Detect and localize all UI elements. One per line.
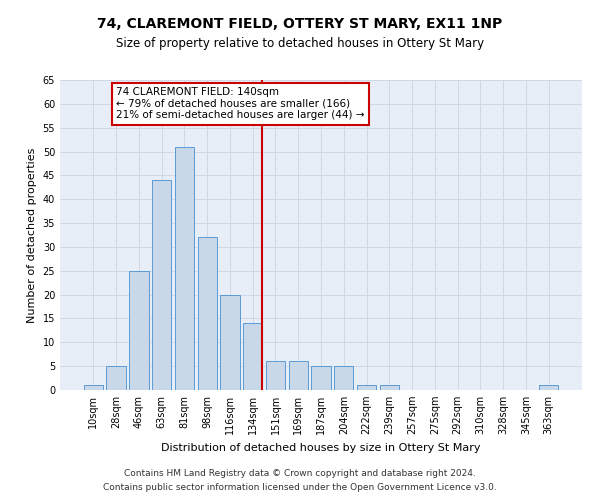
Bar <box>243 323 262 390</box>
Bar <box>152 180 172 390</box>
Text: Size of property relative to detached houses in Ottery St Mary: Size of property relative to detached ho… <box>116 38 484 51</box>
Bar <box>106 366 126 390</box>
Text: 74, CLAREMONT FIELD, OTTERY ST MARY, EX11 1NP: 74, CLAREMONT FIELD, OTTERY ST MARY, EX1… <box>97 18 503 32</box>
Text: Contains public sector information licensed under the Open Government Licence v3: Contains public sector information licen… <box>103 484 497 492</box>
Bar <box>84 385 103 390</box>
Bar <box>539 385 558 390</box>
Text: Contains HM Land Registry data © Crown copyright and database right 2024.: Contains HM Land Registry data © Crown c… <box>124 468 476 477</box>
Bar <box>129 271 149 390</box>
Text: 74 CLAREMONT FIELD: 140sqm
← 79% of detached houses are smaller (166)
21% of sem: 74 CLAREMONT FIELD: 140sqm ← 79% of deta… <box>116 87 365 120</box>
Bar <box>266 362 285 390</box>
Bar <box>311 366 331 390</box>
Bar <box>197 238 217 390</box>
Bar <box>334 366 353 390</box>
Y-axis label: Number of detached properties: Number of detached properties <box>27 148 37 322</box>
Bar <box>175 147 194 390</box>
Bar <box>357 385 376 390</box>
Bar <box>380 385 399 390</box>
Bar <box>220 294 239 390</box>
X-axis label: Distribution of detached houses by size in Ottery St Mary: Distribution of detached houses by size … <box>161 442 481 452</box>
Bar <box>289 362 308 390</box>
